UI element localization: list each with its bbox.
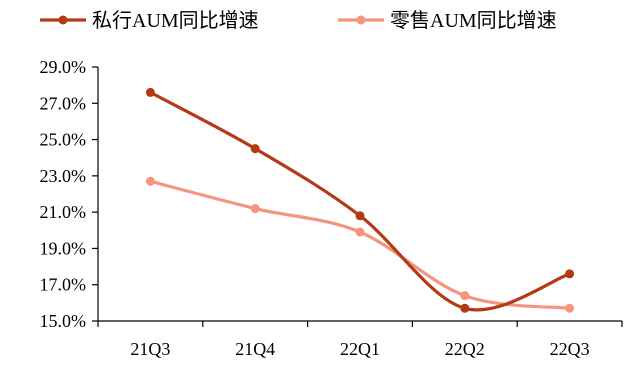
legend-swatch-marker bbox=[356, 15, 366, 25]
axes: 15.0% 17.0% 19.0% 21.0% 23.0% 25.0% 27.0% 29.0%… bbox=[40, 57, 623, 359]
data-point bbox=[250, 204, 260, 214]
series-1 bbox=[145, 176, 575, 313]
y-tick-label: 15.0% bbox=[40, 311, 87, 331]
data-point bbox=[355, 227, 365, 237]
legend-swatch-marker bbox=[58, 15, 68, 25]
data-point bbox=[250, 144, 260, 154]
data-point bbox=[460, 291, 470, 301]
series-0 bbox=[145, 87, 575, 313]
data-point bbox=[460, 303, 470, 313]
y-tick-label: 29.0% bbox=[40, 57, 87, 77]
legend-label: 私行AUM同比增速 bbox=[92, 9, 259, 32]
legend: 私行AUM同比增速 零售AUM同比增速 bbox=[40, 9, 557, 32]
data-point bbox=[565, 303, 575, 313]
data-point bbox=[565, 269, 575, 279]
data-point bbox=[145, 87, 155, 97]
legend-item-1: 零售AUM同比增速 bbox=[338, 9, 557, 32]
legend-item-0: 私行AUM同比增速 bbox=[40, 9, 259, 32]
legend-label: 零售AUM同比增速 bbox=[390, 9, 557, 32]
y-tick-label: 23.0% bbox=[40, 166, 87, 186]
y-tick-label: 19.0% bbox=[40, 238, 87, 258]
x-tick-label: 22Q3 bbox=[550, 339, 590, 359]
x-tick-label: 21Q4 bbox=[235, 339, 275, 359]
y-tick-label: 25.0% bbox=[40, 130, 87, 150]
x-tick-label: 21Q3 bbox=[130, 339, 170, 359]
data-point bbox=[355, 211, 365, 221]
data-point bbox=[145, 176, 155, 186]
x-tick-label: 22Q1 bbox=[340, 339, 380, 359]
y-tick-label: 27.0% bbox=[40, 93, 87, 113]
x-tick-label: 22Q2 bbox=[445, 339, 485, 359]
series-line bbox=[148, 179, 572, 310]
series-line bbox=[148, 90, 572, 312]
y-tick-label: 21.0% bbox=[40, 202, 87, 222]
y-tick-label: 17.0% bbox=[40, 275, 87, 295]
series-layer bbox=[145, 87, 575, 313]
